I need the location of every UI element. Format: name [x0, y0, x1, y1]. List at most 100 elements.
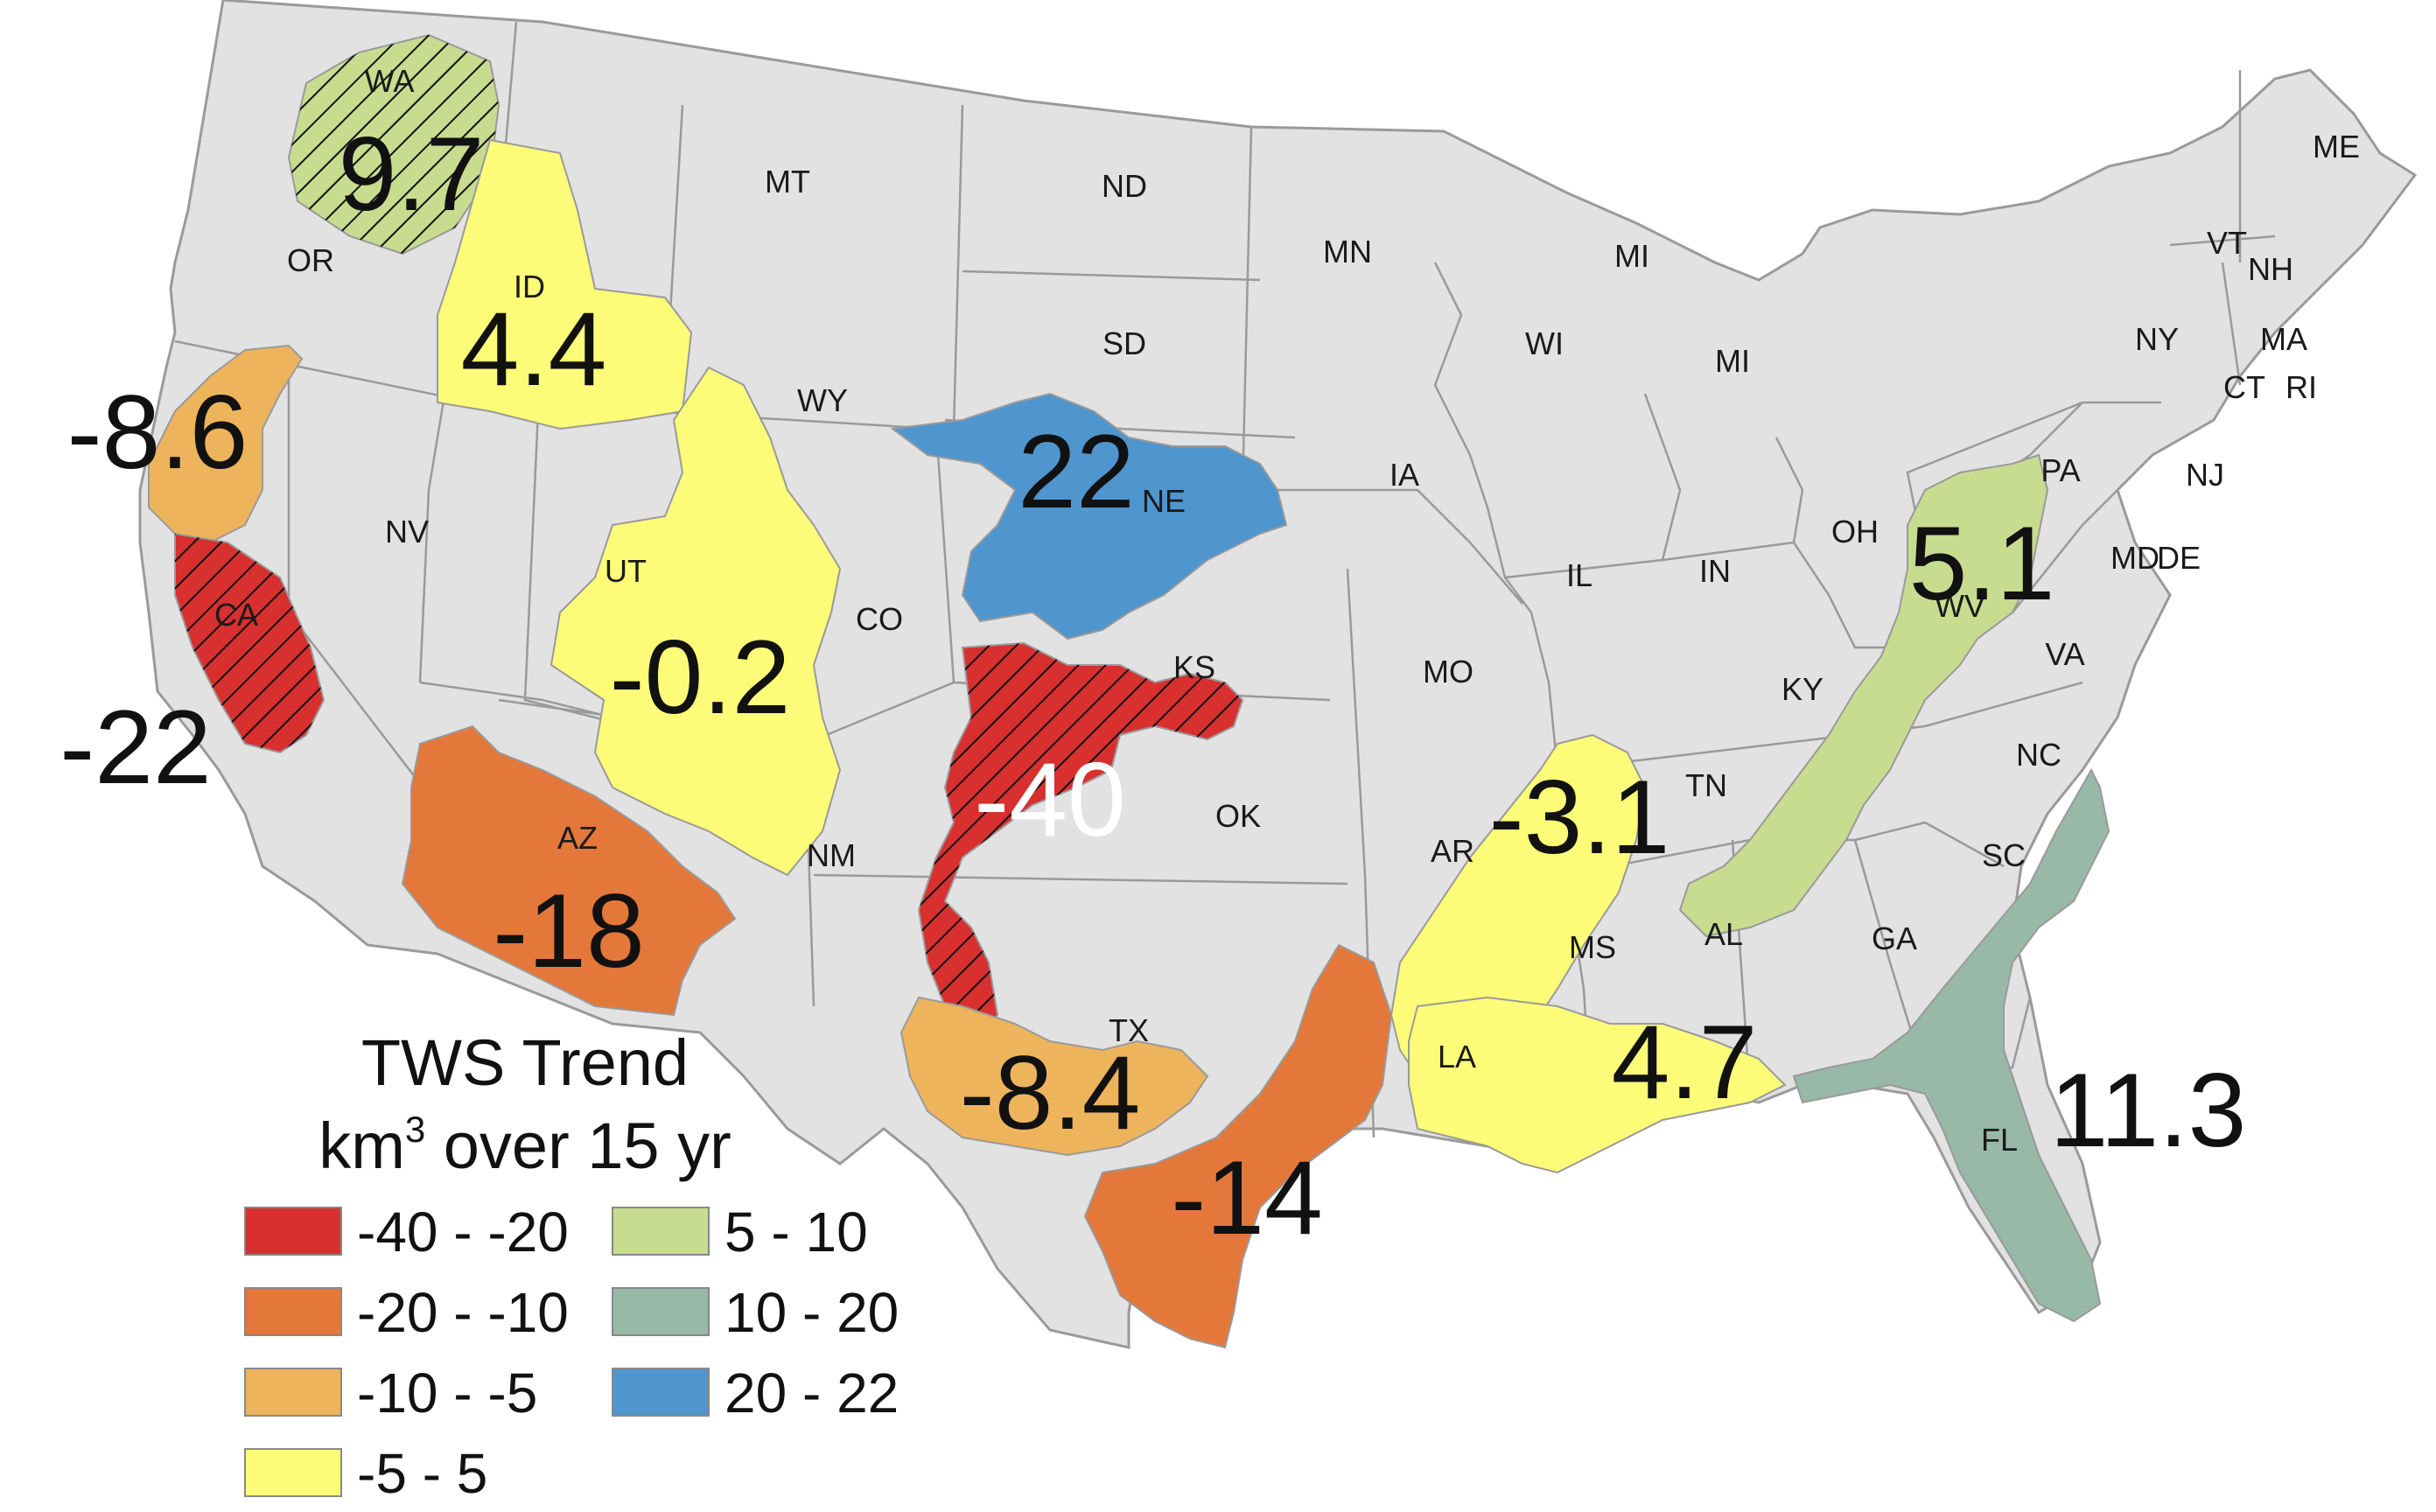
legend-swatch [612, 1207, 710, 1256]
la-region [1408, 996, 1787, 1174]
legend-subtitle: km3 over 15 yr [318, 1109, 732, 1182]
ut-wy-region-value-label: -0.2 [610, 619, 791, 736]
state-label-ky: KY [1782, 671, 1824, 707]
state-label-or: OR [287, 242, 334, 278]
state-label-md: MD [2110, 540, 2160, 576]
id-region [437, 138, 693, 430]
ca-north-region [148, 344, 304, 544]
ne-region-value-label: 22 [1018, 413, 1134, 530]
state-label-in: IN [1699, 553, 1731, 589]
legend-unit-exponent: 3 [405, 1109, 425, 1150]
state-label-id: ID [514, 269, 545, 304]
ca-north-region-value-label: -8.6 [67, 374, 248, 491]
region-value-labels: 9.7 4.4 -8.6 -22 22 -0.2 -40 -18 -8.4 -14 -3.1 4.7 5… [60, 116, 2246, 1256]
legend-title: TWS Trend [361, 1026, 689, 1099]
legend-label: 10 - 20 [724, 1281, 899, 1344]
state-label-va: VA [2045, 636, 2084, 672]
state-label-vt: VT [2207, 225, 2247, 261]
state-label-me: ME [2313, 129, 2360, 164]
state-label-mt: MT [765, 164, 810, 200]
state-label-fl: FL [1981, 1122, 2018, 1158]
legend-item: -10 - -5 [244, 1362, 537, 1424]
state-label-az: AZ [557, 820, 598, 856]
state-label-sd: SD [1102, 326, 1146, 361]
state-label-de: DE [2157, 540, 2201, 576]
appalachian-region [1678, 453, 2049, 938]
tx-gulf-region [1083, 943, 1393, 1349]
conterminous-us-outline [138, 0, 2418, 1349]
legend-swatch [612, 1287, 710, 1336]
state-label-ca: CA [214, 597, 258, 633]
legend-items: -40 - -20 -20 - -10 -10 - -5 -5 - 5 5 - 10 10… [244, 1200, 899, 1505]
legend-label: -20 - -10 [357, 1281, 569, 1344]
ut-wy-region [550, 366, 842, 877]
state-label-tn: TN [1685, 767, 1727, 803]
state-label-ut: UT [605, 553, 647, 589]
state-label-wy: WY [797, 382, 848, 418]
state-label-ga: GA [1872, 920, 1917, 956]
state-label-nm: NM [807, 837, 856, 873]
state-label-ms: MS [1569, 929, 1616, 965]
legend-item: 20 - 22 [612, 1362, 899, 1424]
state-label-nj: NJ [2186, 457, 2224, 493]
legend-label: -40 - -20 [357, 1200, 569, 1264]
state-label-nc: NC [2016, 737, 2062, 773]
state-label-mi: MI [1715, 343, 1750, 379]
legend-swatch [612, 1368, 710, 1417]
state-label-ma: MA [2260, 321, 2307, 357]
legend-label: 5 - 10 [724, 1200, 868, 1264]
id-region-value-label: 4.4 [461, 290, 607, 408]
state-label-ny: NY [2135, 321, 2179, 357]
legend-label: -5 - 5 [357, 1442, 487, 1505]
state-label-ia: IA [1390, 457, 1419, 493]
ms-embayment-region-value-label: -3.1 [1489, 759, 1670, 876]
state-label-wi: WI [1525, 326, 1564, 361]
legend-item: -5 - 5 [244, 1442, 487, 1505]
state-label-nd: ND [1102, 168, 1147, 204]
state-label-ct: CT [2223, 369, 2265, 405]
state-label-ks: KS [1173, 649, 1215, 685]
state-label-pa: PA [2040, 452, 2080, 488]
legend-label: 20 - 22 [724, 1362, 899, 1424]
state-label-mo: MO [1423, 654, 1474, 690]
ne-region [890, 392, 1288, 640]
ca-central-region-value-label: -22 [60, 689, 211, 806]
state-label-wa: WA [365, 63, 415, 99]
fl-region-value-label: 11.3 [2050, 1052, 2247, 1169]
la-region-value-label: 4.7 [1612, 1004, 1758, 1121]
state-label-ri: RI [2286, 369, 2317, 405]
state-label-wv: WV [1935, 588, 1985, 624]
legend-label: -10 - -5 [357, 1362, 537, 1424]
legend: TWS Trend km3 over 15 yr -40 - -20 -20 - … [244, 1026, 899, 1505]
state-label-ar: AR [1431, 833, 1474, 869]
state-label-ok: OK [1215, 798, 1261, 834]
state-label-co: CO [856, 601, 903, 637]
state-label-al: AL [1704, 916, 1743, 952]
wa-region-value-label: 9.7 [339, 116, 485, 233]
ks-ok-region-value-label: -40 [974, 741, 1125, 858]
ca-central-region [174, 532, 326, 754]
state-label-oh: OH [1831, 514, 1879, 550]
ks-ok-region [917, 641, 1244, 1034]
legend-unit-km: km [318, 1110, 405, 1182]
state-label-nh: NH [2248, 251, 2293, 287]
appalachian-region-value-label: 5.1 [1909, 505, 2055, 622]
tx-region [900, 996, 1209, 1157]
state-label-ne: NE [1142, 483, 1186, 519]
az-region-value-label: -18 [493, 872, 644, 990]
legend-swatch [244, 1448, 342, 1497]
legend-unit-suffix: over 15 yr [425, 1110, 732, 1182]
legend-swatch [244, 1207, 342, 1256]
tx-region-value-label: -8.4 [960, 1034, 1141, 1152]
tx-gulf-region-value-label: -14 [1171, 1139, 1322, 1256]
state-label-mi: MI [1614, 238, 1649, 274]
state-label-mn: MN [1323, 234, 1372, 270]
state-label-sc: SC [1982, 837, 2026, 873]
legend-item: 10 - 20 [612, 1281, 899, 1344]
legend-item: -40 - -20 [244, 1200, 569, 1264]
state-label-nv: NV [385, 514, 429, 550]
fl-region [1792, 767, 2110, 1323]
legend-swatch [244, 1368, 342, 1417]
